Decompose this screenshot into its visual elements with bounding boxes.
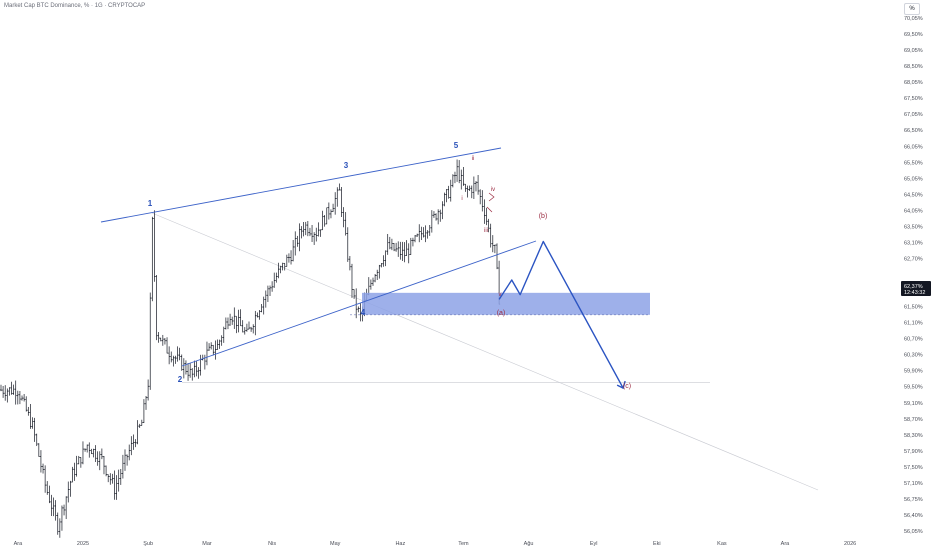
- wave-label-3: 3: [344, 161, 349, 170]
- y-tick-label: 65,05%: [904, 176, 923, 182]
- y-tick-label: 61,10%: [904, 321, 923, 327]
- y-tick-label: 60,70%: [904, 337, 923, 343]
- projection-arrowhead: [616, 380, 626, 390]
- y-tick-label: 68,05%: [904, 80, 923, 86]
- y-tick-label: 62,70%: [904, 256, 923, 262]
- y-tick-label: 57,90%: [904, 449, 923, 455]
- x-tick-label: Haz: [395, 541, 405, 547]
- price-tag: 62,37% 12:43:32: [901, 281, 931, 296]
- price-tag-background: [901, 281, 931, 296]
- subwave-label-i: i: [461, 196, 462, 202]
- y-tick-label: 63,50%: [904, 224, 923, 230]
- x-tick-label: Ara: [781, 541, 791, 547]
- axis-unit-button[interactable]: %: [904, 3, 920, 15]
- diagonal-reference-line[interactable]: [151, 212, 819, 491]
- y-tick-label: 66,05%: [904, 144, 923, 150]
- drawings-back-layer: [151, 212, 819, 491]
- chart-title: Market Cap BTC Dominance, % · 1G · CRYPT…: [4, 3, 146, 9]
- support-zone[interactable]: [362, 292, 650, 315]
- y-tick-label: 57,50%: [904, 465, 923, 471]
- y-tick-label: 67,50%: [904, 96, 923, 102]
- candles-layer: [0, 159, 501, 538]
- subwave-label-iii: iii: [484, 228, 488, 234]
- price-tag-countdown: 12:43:32: [904, 290, 925, 296]
- x-tick-label: Ağu: [524, 541, 534, 547]
- y-tick-label: 60,30%: [904, 353, 923, 359]
- y-tick-label: 59,10%: [904, 401, 923, 407]
- y-tick-label: 66,50%: [904, 128, 923, 134]
- y-tick-label: 59,50%: [904, 385, 923, 391]
- y-tick-label: 69,50%: [904, 32, 923, 38]
- upper-trendline[interactable]: [100, 147, 502, 223]
- x-tick-label: Eki: [653, 541, 661, 547]
- y-axis[interactable]: 70,05% 69,50% 69,05% 68,50% 68,05% 67,50% 67,0…: [904, 16, 923, 535]
- y-tick-label: 67,05%: [904, 112, 923, 118]
- y-tick-label: 56,05%: [904, 529, 923, 535]
- wave-label-2: 2: [178, 375, 183, 384]
- y-tick-label: 56,40%: [904, 513, 923, 519]
- y-tick-label: 63,10%: [904, 240, 923, 246]
- x-tick-label: Eyl: [590, 541, 598, 547]
- x-tick-label: Ara: [14, 541, 24, 547]
- x-tick-label: May: [330, 541, 341, 547]
- x-tick-label: 2026: [844, 541, 856, 547]
- x-tick-label: Nis: [268, 541, 276, 547]
- y-tick-label: 64,05%: [904, 208, 923, 214]
- subwave-connector-iv: [488, 192, 495, 202]
- subwave-label-ii: ii: [472, 156, 475, 162]
- x-tick-label: Mar: [202, 541, 212, 547]
- wave-label-5: 5: [454, 141, 459, 150]
- correction-label-a: (a): [497, 310, 506, 317]
- y-tick-label: 56,75%: [904, 497, 923, 503]
- y-tick-label: 57,10%: [904, 481, 923, 487]
- subwave-label-v: v: [499, 292, 502, 298]
- drawings-layer: [100, 147, 650, 390]
- wave-label-4: 4: [361, 308, 366, 317]
- correction-label-c: (c): [623, 383, 631, 390]
- y-tick-label: 68,50%: [904, 64, 923, 70]
- y-tick-label: 61,50%: [904, 305, 923, 311]
- x-tick-label: 2025: [77, 541, 89, 547]
- x-tick-label: Kas: [717, 541, 727, 547]
- lower-trendline[interactable]: [181, 240, 537, 367]
- y-tick-label: 65,50%: [904, 160, 923, 166]
- y-tick-label: 64,50%: [904, 192, 923, 198]
- y-tick-label: 58,70%: [904, 417, 923, 423]
- y-tick-label: 58,30%: [904, 433, 923, 439]
- x-tick-label: Tem: [458, 541, 469, 547]
- x-axis[interactable]: Ara 2025 Şub Mar Nis May Haz Tem Ağu Eyl Eki Kas Ara…: [14, 541, 857, 547]
- y-tick-label: 69,05%: [904, 48, 923, 54]
- correction-label-b: (b): [539, 213, 548, 220]
- x-tick-label: Şub: [143, 541, 153, 547]
- subwave-label-iv: iv: [491, 187, 495, 193]
- wave-label-1: 1: [148, 199, 153, 208]
- price-tag-value: 62,37%: [904, 284, 923, 290]
- subwave-connector-iii: [486, 206, 493, 213]
- y-tick-label: 59,90%: [904, 369, 923, 375]
- projection-path[interactable]: [498, 240, 624, 389]
- y-tick-label: 70,05%: [904, 16, 923, 22]
